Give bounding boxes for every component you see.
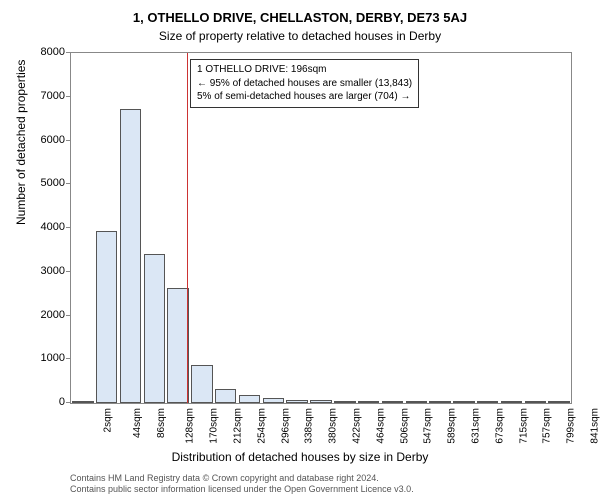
- ytick-label: 5000: [41, 177, 65, 189]
- histogram-bar: [548, 401, 569, 403]
- x-axis-label: Distribution of detached houses by size …: [0, 450, 600, 464]
- histogram-bar: [72, 401, 93, 403]
- histogram-bar: [382, 401, 403, 403]
- info-box-line: ← 95% of detached houses are smaller (13…: [197, 77, 412, 91]
- xtick-label: 715sqm: [518, 408, 529, 444]
- xtick-label: 631sqm: [471, 408, 482, 444]
- ytick-mark: [66, 315, 70, 316]
- xtick-label: 338sqm: [304, 408, 315, 444]
- xtick-label: 44sqm: [132, 408, 143, 438]
- info-box-line: 5% of semi-detached houses are larger (7…: [197, 90, 412, 104]
- y-axis-label: Number of detached properties: [14, 60, 28, 225]
- info-box-line: 1 OTHELLO DRIVE: 196sqm: [197, 63, 412, 77]
- ytick-mark: [66, 402, 70, 403]
- histogram-bar: [477, 401, 498, 403]
- histogram-bar: [406, 401, 427, 403]
- ytick-label: 2000: [41, 309, 65, 321]
- ytick-label: 6000: [41, 134, 65, 146]
- footer-attribution: Contains HM Land Registry data © Crown c…: [70, 473, 414, 496]
- histogram-bar: [501, 401, 522, 403]
- xtick-label: 86sqm: [156, 408, 167, 438]
- histogram-bar: [358, 401, 379, 403]
- xtick-label: 380sqm: [328, 408, 339, 444]
- reference-info-box: 1 OTHELLO DRIVE: 196sqm← 95% of detached…: [190, 59, 419, 108]
- ytick-label: 3000: [41, 265, 65, 277]
- xtick-label: 506sqm: [399, 408, 410, 444]
- ytick-mark: [66, 271, 70, 272]
- ytick-label: 1000: [41, 352, 65, 364]
- histogram-bar: [96, 231, 117, 403]
- xtick-label: 673sqm: [494, 408, 505, 444]
- xtick-label: 2sqm: [102, 408, 113, 432]
- histogram-bar: [120, 109, 141, 403]
- histogram-bar: [429, 401, 450, 403]
- reference-line: [187, 53, 188, 403]
- xtick-label: 212sqm: [233, 408, 244, 444]
- ytick-mark: [66, 52, 70, 53]
- histogram-bar: [334, 401, 355, 403]
- histogram-bar: [310, 400, 331, 403]
- histogram-bar: [144, 254, 165, 403]
- footer-line: Contains HM Land Registry data © Crown c…: [70, 473, 414, 485]
- histogram-bar: [525, 401, 546, 403]
- xtick-label: 422sqm: [352, 408, 363, 444]
- xtick-label: 254sqm: [256, 408, 267, 444]
- ytick-label: 7000: [41, 90, 65, 102]
- histogram-bar: [167, 288, 188, 403]
- xtick-label: 170sqm: [209, 408, 220, 444]
- xtick-label: 464sqm: [375, 408, 386, 444]
- ytick-mark: [66, 96, 70, 97]
- xtick-label: 589sqm: [447, 408, 458, 444]
- histogram-bar: [453, 401, 474, 403]
- page-title: 1, OTHELLO DRIVE, CHELLASTON, DERBY, DE7…: [0, 0, 600, 25]
- xtick-label: 128sqm: [185, 408, 196, 444]
- histogram-bar: [191, 365, 212, 403]
- ytick-mark: [66, 358, 70, 359]
- ytick-label: 0: [59, 396, 65, 408]
- histogram-bar: [215, 389, 236, 403]
- page-subtitle: Size of property relative to detached ho…: [0, 25, 600, 51]
- histogram-bar: [239, 395, 260, 403]
- histogram-bar: [286, 400, 307, 403]
- ytick-label: 8000: [41, 46, 65, 58]
- xtick-label: 296sqm: [280, 408, 291, 444]
- ytick-label: 4000: [41, 221, 65, 233]
- ytick-mark: [66, 183, 70, 184]
- ytick-mark: [66, 227, 70, 228]
- xtick-label: 757sqm: [542, 408, 553, 444]
- chart-plot-area: 1 OTHELLO DRIVE: 196sqm← 95% of detached…: [70, 52, 572, 404]
- xtick-label: 799sqm: [566, 408, 577, 444]
- xtick-label: 547sqm: [423, 408, 434, 444]
- footer-line: Contains public sector information licen…: [70, 484, 414, 496]
- ytick-mark: [66, 140, 70, 141]
- histogram-bar: [263, 398, 284, 403]
- xtick-label: 841sqm: [590, 408, 600, 444]
